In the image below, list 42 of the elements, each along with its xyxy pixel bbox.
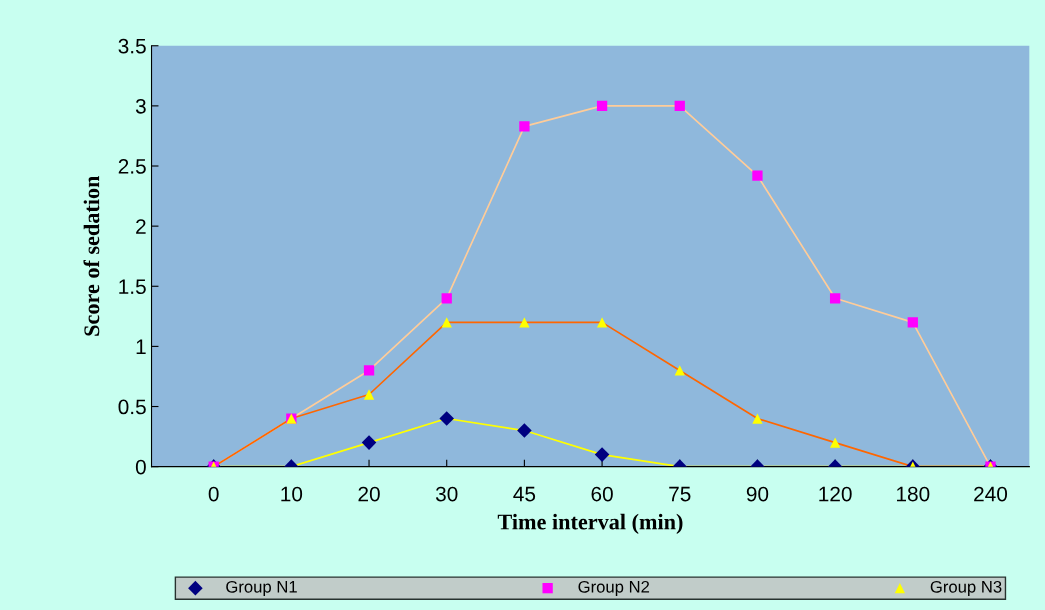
x-tick-label: 75 — [669, 486, 691, 502]
point — [907, 317, 918, 328]
point — [517, 423, 532, 438]
point — [752, 170, 763, 181]
y-tick-label: 2.5 — [118, 159, 146, 174]
y-tick-label: 3 — [135, 98, 146, 114]
legend-label: Group N2 — [578, 580, 650, 596]
x-tick-label: 45 — [513, 486, 536, 502]
point — [363, 365, 375, 376]
point — [594, 447, 610, 462]
point — [519, 121, 530, 132]
point — [519, 317, 530, 328]
point — [674, 365, 685, 376]
point — [441, 293, 452, 304]
y-tick-label: 0 — [135, 459, 146, 475]
point — [596, 317, 608, 328]
x-tick-label: 180 — [897, 486, 930, 502]
y-axis-title: Score of sedation — [83, 175, 100, 336]
point — [363, 389, 375, 400]
y-tick-label: 0.5 — [118, 399, 146, 415]
y-tick-label: 3.5 — [118, 38, 146, 54]
x-axis-title: Time interval (min) — [497, 513, 683, 534]
x-tick-label: 120 — [819, 486, 852, 502]
x-tick-label: 20 — [358, 486, 380, 502]
x-tick-label: 0 — [208, 486, 219, 502]
point — [829, 293, 841, 304]
x-tick-label: 10 — [281, 486, 303, 502]
legend-label: Group N3 — [930, 580, 1002, 596]
point — [361, 435, 377, 450]
legend-label: Group N1 — [226, 580, 297, 596]
x-tick-label: 240 — [974, 486, 1008, 502]
y-tick-label: 1 — [136, 339, 146, 354]
point — [439, 411, 454, 426]
point — [829, 437, 841, 448]
x-tick-label: 90 — [746, 486, 769, 502]
x-tick-label: 60 — [591, 486, 613, 502]
point — [596, 100, 608, 112]
y-tick-label: 2 — [136, 219, 146, 234]
point — [674, 100, 685, 112]
x-tick-label: 30 — [435, 486, 458, 502]
point — [752, 413, 763, 424]
y-tick-label: 1.5 — [119, 279, 146, 295]
